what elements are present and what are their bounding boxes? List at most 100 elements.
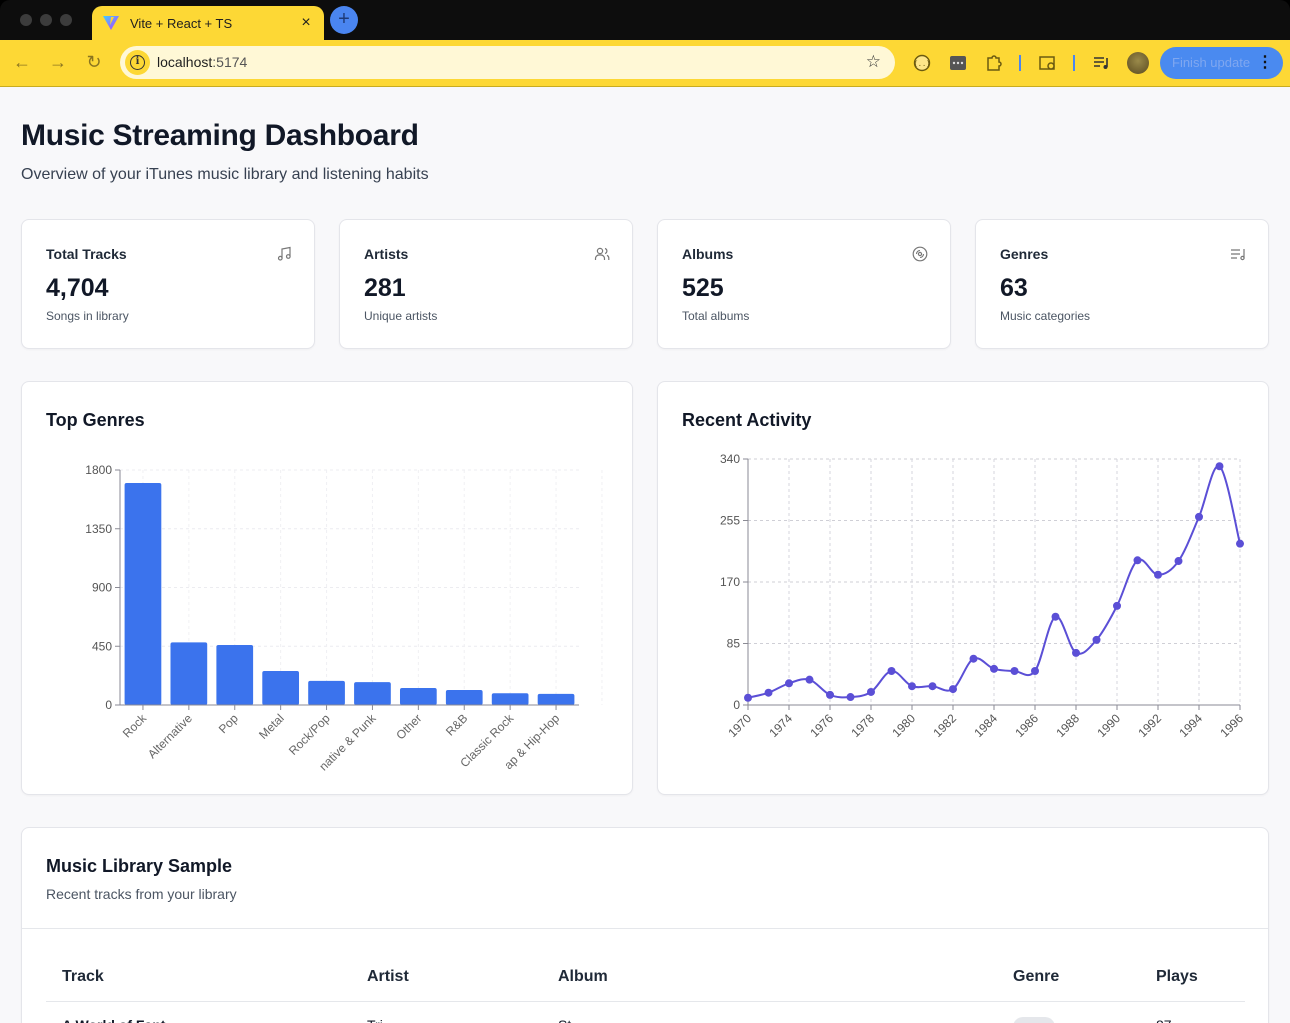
data-point-1978 — [867, 687, 875, 696]
column-header-genre[interactable]: Genre — [1013, 968, 1060, 985]
stat-description: Music categories — [1000, 309, 1091, 323]
url-port: :5174 — [212, 54, 248, 70]
x-tick-label: Alternative — [145, 711, 195, 761]
data-point-1973 — [764, 688, 773, 697]
stat-card-albums: Albums 525 Total albums — [657, 219, 951, 349]
toolbar-separator — [1019, 55, 1021, 71]
music-library-card: Music Library Sample Recent tracks from … — [21, 827, 1269, 1023]
bar-alternative-punk — [354, 682, 391, 705]
data-point-1994 — [1195, 512, 1203, 521]
json-viewer-icon[interactable]: {..} — [912, 53, 932, 73]
site-info-button[interactable]: i — [125, 50, 150, 75]
stat-description: Songs in library — [46, 309, 129, 323]
x-tick-label: 1980 — [889, 711, 918, 740]
x-tick-label: Other — [393, 711, 424, 742]
toolbar-separator — [1073, 55, 1075, 71]
stat-card-artists: Artists 281 Unique artists — [339, 219, 633, 349]
back-button[interactable]: ← — [13, 52, 31, 72]
x-tick-label: Pop — [216, 711, 241, 736]
svg-text:{..}: {..} — [914, 60, 931, 68]
x-tick-label: Rock/Pop — [286, 711, 333, 758]
bar-classic-rock — [491, 693, 529, 705]
data-point-1975 — [805, 675, 814, 684]
users-icon — [594, 247, 610, 260]
url-host: localhost — [157, 54, 213, 70]
page-subtitle: Overview of your iTunes music library an… — [21, 166, 429, 183]
list-music-icon — [1231, 249, 1245, 261]
data-point-1970 — [744, 693, 752, 702]
bookmark-star-icon[interactable]: ☆ — [865, 52, 881, 71]
data-point-1995 — [1215, 462, 1224, 471]
finish-update-button[interactable]: Finish update ⋮ — [1160, 47, 1283, 79]
profile-avatar[interactable] — [1127, 52, 1149, 74]
data-point-1982 — [949, 685, 957, 694]
data-point-1976 — [826, 690, 834, 699]
y-tick-label: 1350 — [85, 522, 112, 536]
page-title: Music Streaming Dashboard — [21, 119, 419, 152]
table-row[interactable]: A World of Fant… Tri… St… 87 — [46, 1003, 1245, 1023]
info-icon: i — [130, 55, 145, 70]
extensions-puzzle-icon[interactable] — [984, 53, 1004, 73]
bar-alternative — [170, 642, 208, 705]
x-tick-label: 1970 — [725, 711, 754, 740]
x-tick-label: Rock — [120, 711, 150, 741]
tab-search-icon[interactable] — [1038, 53, 1058, 73]
x-tick-label: R&B — [443, 711, 470, 738]
url-text[interactable]: localhost:5174 — [157, 54, 247, 70]
window-minimize-button[interactable] — [40, 14, 52, 26]
stat-label: Total Tracks — [46, 246, 127, 262]
browser-titlebar: Vite + React + TS × + — [0, 0, 1290, 40]
bar-metal — [262, 671, 300, 705]
window-close-button[interactable] — [20, 14, 32, 26]
data-point-1981 — [928, 682, 937, 691]
data-point-1977 — [846, 693, 855, 702]
tab-close-icon[interactable]: × — [301, 14, 311, 31]
data-point-1990 — [1113, 601, 1121, 610]
top-genres-card: Top Genres 0 450 900 1350 1800 Rock Alternativ… — [21, 381, 633, 795]
column-header-plays[interactable]: Plays — [1156, 968, 1198, 985]
x-tick-label: 1990 — [1094, 711, 1123, 740]
data-point-1996 — [1236, 539, 1244, 548]
x-tick-label: 1988 — [1053, 711, 1082, 740]
table-title: Music Library Sample — [46, 856, 233, 876]
window-zoom-button[interactable] — [60, 14, 72, 26]
vite-logo-icon — [103, 16, 119, 30]
column-header-track[interactable]: Track — [62, 968, 104, 985]
y-tick-label: 450 — [92, 639, 112, 653]
x-tick-label: 1974 — [766, 711, 795, 740]
x-tick-label: 1978 — [848, 711, 877, 740]
browser-toolbar: ← → ↻ i localhost:5174 ☆ {..} Finish upd… — [0, 40, 1290, 87]
y-tick-label: 170 — [720, 575, 740, 589]
divider — [22, 928, 1268, 929]
stat-description: Total albums — [682, 309, 750, 323]
y-tick-label: 0 — [105, 698, 112, 712]
password-manager-icon[interactable] — [948, 53, 968, 73]
y-tick-label: 0 — [733, 698, 740, 712]
stat-value: 281 — [364, 274, 406, 302]
stat-label: Albums — [682, 246, 734, 262]
play-count: 87 — [1156, 1017, 1172, 1023]
reload-button[interactable]: ↻ — [86, 52, 102, 72]
data-point-1986 — [1031, 666, 1039, 675]
album-name: St… — [558, 1017, 585, 1023]
disc-icon — [912, 246, 928, 262]
bar-r-b — [445, 689, 483, 705]
forward-button[interactable]: → — [49, 52, 67, 72]
genre-badge — [1013, 1017, 1055, 1023]
column-header-album[interactable]: Album — [558, 968, 608, 985]
dashboard-page: Music Streaming Dashboard Overview of yo… — [0, 87, 1290, 1023]
data-point-1987 — [1051, 612, 1060, 621]
data-point-1992 — [1154, 570, 1162, 579]
new-tab-button[interactable]: + — [330, 6, 358, 34]
address-bar[interactable]: i localhost:5174 ☆ — [120, 46, 895, 79]
bar-rock-pop — [308, 680, 345, 705]
data-point-1993 — [1174, 557, 1183, 566]
media-controls-icon[interactable] — [1092, 53, 1112, 73]
column-header-artist[interactable]: Artist — [367, 968, 409, 985]
track-name: A World of Fant… — [62, 1017, 179, 1023]
browser-tab[interactable]: Vite + React + TS × — [92, 6, 324, 40]
data-point-1979 — [887, 666, 896, 675]
browser-menu-icon[interactable]: ⋮ — [1257, 54, 1273, 71]
y-tick-label: 1800 — [85, 463, 112, 477]
data-point-1980 — [908, 682, 916, 691]
